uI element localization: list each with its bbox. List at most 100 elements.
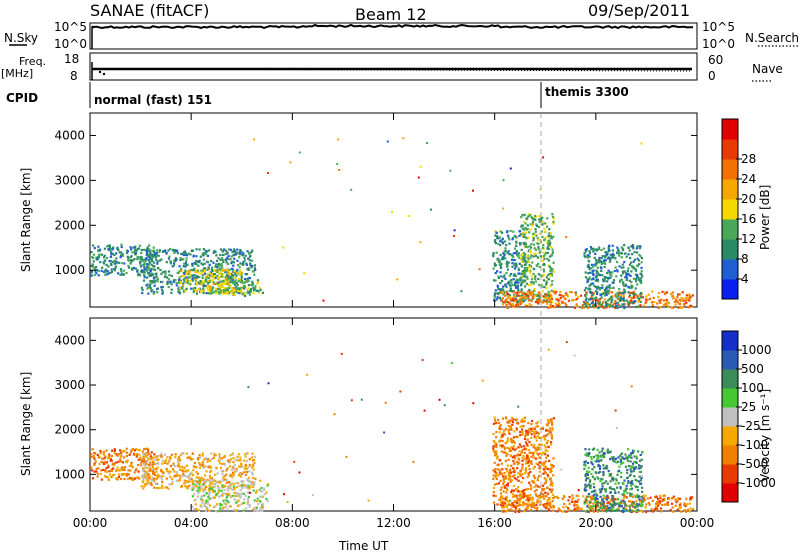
data-cell <box>221 269 224 272</box>
data-cell <box>183 250 186 253</box>
data-cell <box>502 289 505 292</box>
data-cell <box>150 267 153 270</box>
data-cell <box>608 260 611 263</box>
data-cell <box>219 504 222 507</box>
data-cell <box>515 241 518 245</box>
data-cell <box>630 470 633 473</box>
data-cell <box>238 465 241 468</box>
data-cell <box>550 295 553 299</box>
data-cell <box>227 480 230 484</box>
data-cell <box>684 509 687 512</box>
data-cell <box>610 305 613 308</box>
data-cell <box>209 485 212 488</box>
data-cell <box>214 288 218 291</box>
data-cell <box>532 467 535 470</box>
data-cell <box>250 471 254 474</box>
data-cell <box>511 421 515 424</box>
data-cell <box>592 273 595 276</box>
data-cell <box>113 262 116 265</box>
data-cell <box>506 290 509 293</box>
data-cell <box>529 470 532 474</box>
data-cell <box>298 151 301 154</box>
data-cell <box>587 477 590 480</box>
data-cell <box>232 254 235 257</box>
data-cell <box>211 291 214 294</box>
data-cell <box>195 255 198 258</box>
data-cell <box>507 424 510 428</box>
data-cell <box>232 274 235 277</box>
data-cell <box>501 417 505 420</box>
data-cell <box>223 290 226 293</box>
data-cell <box>676 508 679 511</box>
data-cell <box>504 502 507 505</box>
data-cell <box>533 267 536 271</box>
data-cell <box>602 506 606 509</box>
data-cell <box>210 466 213 469</box>
data-cell <box>601 286 604 289</box>
data-cell <box>628 249 631 252</box>
data-cell <box>511 238 514 241</box>
data-cell <box>596 291 599 294</box>
data-cell <box>140 265 143 268</box>
data-cell <box>507 250 510 253</box>
data-cell <box>644 494 647 497</box>
data-cell <box>602 500 605 504</box>
colorbar-tick-label: 1000 <box>741 343 772 357</box>
data-cell <box>547 508 550 511</box>
data-cell <box>632 501 635 504</box>
data-cell <box>146 246 149 249</box>
data-cell <box>228 283 231 286</box>
data-cell <box>110 263 113 267</box>
data-cell <box>193 487 196 490</box>
data-cell <box>595 260 598 264</box>
data-cell <box>499 492 503 495</box>
data-cell <box>592 304 595 307</box>
data-cell <box>167 249 170 252</box>
data-cell <box>150 458 153 461</box>
data-cell <box>520 257 523 260</box>
data-cell <box>501 444 504 447</box>
data-cell <box>601 284 604 287</box>
data-cell <box>523 227 526 230</box>
data-cell <box>534 218 537 221</box>
data-cell <box>609 287 612 290</box>
data-cell <box>547 306 550 309</box>
colorbar-swatch <box>722 219 738 240</box>
data-cell <box>177 458 180 461</box>
data-cell <box>515 504 518 507</box>
data-cell <box>191 249 194 252</box>
data-cell <box>195 482 198 486</box>
data-cell <box>168 274 171 277</box>
data-cell <box>178 288 181 291</box>
data-cell <box>540 443 543 446</box>
data-cell <box>585 501 588 504</box>
data-cell <box>184 269 187 272</box>
data-cell <box>506 251 509 254</box>
data-cell <box>521 234 524 237</box>
data-cell <box>513 430 516 433</box>
data-cell <box>156 475 159 478</box>
data-cell <box>147 292 150 295</box>
data-cell <box>499 479 502 482</box>
data-cell <box>183 466 186 469</box>
data-cell <box>614 266 617 269</box>
data-cell <box>623 244 626 247</box>
data-cell <box>93 273 96 277</box>
data-cell <box>223 248 226 251</box>
data-cell <box>544 230 547 233</box>
data-cell <box>588 268 591 271</box>
data-cell <box>492 494 495 497</box>
data-cell <box>638 263 641 266</box>
data-cell <box>549 469 552 472</box>
data-cell <box>241 286 244 289</box>
data-cell <box>499 230 502 233</box>
data-cell <box>541 223 544 226</box>
data-cell <box>253 480 256 484</box>
data-cell <box>151 260 154 263</box>
data-cell <box>505 484 508 487</box>
data-cell <box>191 480 194 483</box>
data-cell <box>121 466 124 469</box>
data-cell <box>168 270 171 273</box>
data-cell <box>549 482 552 485</box>
